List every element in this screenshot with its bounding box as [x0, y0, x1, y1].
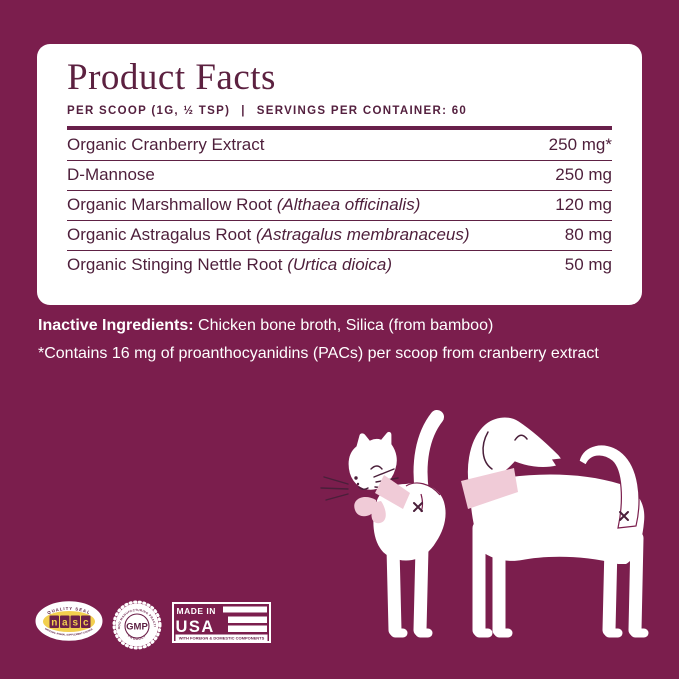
serving-divider: |	[241, 104, 246, 117]
cat-butt-x-mark	[413, 502, 423, 512]
gmp-inner-ring	[124, 613, 150, 639]
table-row: Organic Cranberry Extract 250 mg*	[67, 131, 612, 161]
nasc-letter: s	[73, 617, 79, 628]
nasc-letter-box	[60, 615, 70, 628]
table-row: Organic Marshmallow Root (Althaea offici…	[67, 191, 612, 221]
cat-bow-loop-left	[354, 496, 376, 517]
nasc-letter-box	[70, 615, 80, 628]
gmp-seal: GOOD MANUFACTURING PRACTICE PRODUCT GMP	[112, 600, 162, 650]
ingredient-amount: 80 mg	[564, 225, 612, 245]
ingredient-amount: 120 mg	[555, 195, 612, 215]
cat-head	[347, 430, 398, 491]
dog-back-leg-2	[628, 531, 644, 637]
svg-text:PRODUCT: PRODUCT	[127, 634, 147, 641]
table-row: D-Mannose 250 mg	[67, 161, 612, 191]
ingredient-text: Organic Cranberry Extract	[67, 135, 265, 155]
gmp-circle	[115, 603, 159, 647]
usa-stripe	[228, 616, 267, 623]
ingredient-text: D-Mannose	[67, 165, 155, 185]
ingredient-text: Organic Marshmallow Root	[67, 195, 273, 215]
ingredient-amount: 50 mg	[564, 255, 612, 275]
cat-rump-contour	[405, 482, 441, 496]
usa-components-text: WITH FOREIGN & DOMESTIC COMPONENTS	[179, 636, 265, 641]
panel-title: Product Facts	[67, 57, 276, 98]
usa-border	[172, 602, 271, 643]
divider-rule	[67, 125, 612, 130]
nasc-letter: c	[83, 617, 89, 628]
nasc-letter-box	[81, 615, 91, 628]
dog-illustration	[461, 416, 649, 638]
made-in-usa-badge: MADE IN USA WITH FOREIGN & DOMESTIC COMP…	[172, 602, 271, 643]
usa-text: USA	[176, 618, 215, 636]
ingredient-name: D-Mannose	[67, 165, 155, 185]
cat-right-leg	[413, 541, 429, 637]
cat-and-dog-illustration	[320, 410, 649, 638]
ingredient-amount: 250 mg*	[548, 135, 612, 155]
usa-bottom-strip	[175, 634, 268, 642]
ingredient-text: Organic Stinging Nettle Root	[67, 255, 283, 275]
gmp-scalloped-ring	[112, 600, 162, 650]
cat-bow-loop-bottom	[371, 501, 386, 524]
dog-tail	[578, 444, 640, 529]
usa-stripe	[228, 625, 267, 632]
ingredient-table: Organic Cranberry Extract 250 mg* D-Mann…	[67, 131, 612, 280]
ingredient-name: Organic Marshmallow Root (Althaea offici…	[67, 195, 420, 215]
usa-stripe	[223, 606, 267, 613]
cat-wink-eye	[370, 465, 383, 470]
cat-left-leg	[386, 541, 402, 637]
cat-mouth	[358, 486, 369, 490]
ingredient-name: Organic Astragalus Root (Astragalus memb…	[67, 225, 470, 245]
cat-nose	[356, 482, 360, 486]
svg-text:QUALITY SEAL: QUALITY SEAL	[46, 606, 91, 616]
inactive-ingredients-label: Inactive Ingredients:	[38, 317, 194, 334]
cat-whisker	[325, 493, 349, 501]
dog-bandana	[461, 468, 518, 509]
cat-scarf-band	[375, 475, 410, 509]
ingredient-name: Organic Stinging Nettle Root (Urtica dio…	[67, 255, 392, 275]
nasc-arc-top-text: QUALITY SEAL	[46, 606, 90, 616]
servings-per-container-text: SERVINGS PER CONTAINER: 60	[256, 104, 468, 117]
nasc-letter-box	[49, 615, 59, 628]
asterisk-note-line: *Contains 16 mg of proanthocyanidins (PA…	[38, 345, 599, 362]
inactive-ingredients-text: Chicken bone broth, Silica (from bamboo)	[198, 317, 494, 334]
usa-made-in-text: MADE IN	[177, 606, 216, 616]
inactive-ingredients-line: Inactive Ingredients: Chicken bone broth…	[38, 312, 644, 340]
ingredient-name: Organic Cranberry Extract	[67, 135, 264, 155]
dog-body	[470, 474, 645, 564]
nasc-letter: n	[51, 617, 57, 628]
per-scoop-text: PER SCOOP (1G, ½ TSP)	[67, 104, 231, 117]
cat-illustration	[320, 410, 446, 638]
product-facts-panel: Product Facts PER SCOOP (1G, ½ TSP) | SE…	[37, 44, 642, 305]
dog-butt-x-mark	[619, 511, 629, 521]
ingredient-text: Organic Astragalus Root	[67, 225, 252, 245]
notes-block: Inactive Ingredients: Chicken bone broth…	[38, 312, 644, 368]
latin-name: (Astragalus membranaceus)	[256, 225, 470, 245]
nasc-letter-boxes: n a s c	[49, 615, 91, 628]
gmp-arc-bottom-text: PRODUCT	[127, 634, 146, 641]
dog-closed-eye	[514, 434, 528, 441]
dog-ear	[482, 431, 493, 470]
latin-name: (Althaea officinalis)	[276, 195, 421, 215]
dog-face	[482, 431, 528, 470]
latin-name: (Urtica dioica)	[287, 255, 393, 275]
serving-line: PER SCOOP (1G, ½ TSP) | SERVINGS PER CON…	[67, 105, 612, 117]
gmp-center-text: GMP	[126, 622, 148, 633]
cat-whisker	[323, 476, 349, 485]
cat-whisker	[320, 487, 349, 490]
table-row: Organic Astragalus Root (Astragalus memb…	[67, 221, 612, 251]
cat-open-eye	[354, 476, 358, 480]
nasc-letter: a	[62, 617, 68, 628]
cat-tail	[413, 410, 444, 499]
cat-whisker	[373, 468, 395, 478]
nasc-quality-seal: QUALITY SEAL n a s c NATIONAL ANIMAL SUP…	[34, 600, 104, 642]
ingredient-amount: 250 mg	[555, 165, 612, 185]
table-row: Organic Stinging Nettle Root (Urtica dio…	[67, 251, 612, 280]
